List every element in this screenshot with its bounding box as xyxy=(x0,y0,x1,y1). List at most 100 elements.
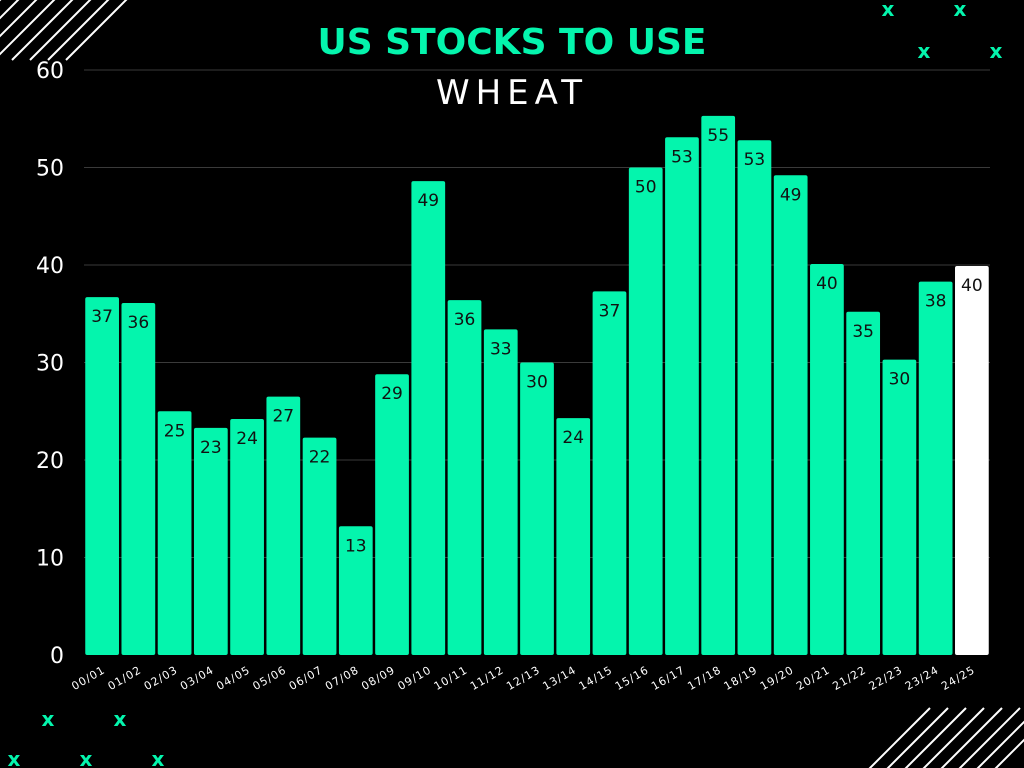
stripe-line xyxy=(11,0,74,61)
stripe-line xyxy=(0,0,38,38)
x-mark-icon: x xyxy=(954,0,967,21)
bar xyxy=(556,418,591,655)
x-tick-label: 22/23 xyxy=(867,663,905,693)
x-tick-label: 02/03 xyxy=(142,663,180,693)
data-label: 40 xyxy=(816,274,838,294)
data-label: 30 xyxy=(526,373,548,393)
x-tick-label: 15/16 xyxy=(613,663,651,693)
data-label: 23 xyxy=(200,438,222,458)
bar xyxy=(338,526,373,655)
x-tick-label: 13/14 xyxy=(540,663,578,693)
data-label: 49 xyxy=(780,185,802,205)
bar xyxy=(918,281,953,655)
data-label: 36 xyxy=(454,310,476,330)
x-tick-label: 20/21 xyxy=(794,663,832,693)
y-tick-label: 40 xyxy=(36,254,64,279)
x-tick-label: 24/25 xyxy=(939,663,977,693)
bar xyxy=(701,115,736,655)
data-labels-group: 37 36 25 23 24 27 22 13 29 49 36 33 30 24 37 50 53 55 53 49… xyxy=(91,126,982,556)
x-tick-label: 21/22 xyxy=(830,663,868,693)
data-label: 35 xyxy=(852,322,874,342)
data-label: 22 xyxy=(309,448,331,468)
x-mark-icon: x xyxy=(918,39,931,63)
bar xyxy=(157,411,192,655)
y-tick-label: 10 xyxy=(36,547,64,572)
bar xyxy=(266,396,301,655)
bar xyxy=(628,167,663,655)
data-label: 29 xyxy=(381,384,403,404)
data-label: 53 xyxy=(744,150,766,170)
y-tick-label: 60 xyxy=(36,59,64,84)
data-label: 27 xyxy=(272,407,294,427)
stripe-line xyxy=(0,0,56,56)
x-tick-label: 18/19 xyxy=(722,663,760,693)
bar xyxy=(447,300,482,655)
stripe-line xyxy=(47,0,110,61)
bar xyxy=(411,181,446,655)
bar xyxy=(665,137,699,655)
x-mark-icon: x xyxy=(882,0,895,21)
stripe-line xyxy=(976,720,1024,768)
data-label: 24 xyxy=(562,428,584,448)
x-marks-decoration: x xx xx xx x x xyxy=(8,0,1003,768)
data-label: 53 xyxy=(671,147,693,167)
x-mark-icon: x xyxy=(80,747,93,768)
bar xyxy=(302,437,337,655)
stripe-line xyxy=(29,0,92,61)
x-tick-label: 08/09 xyxy=(359,663,397,693)
x-tick-label: 10/11 xyxy=(432,663,470,693)
x-mark-icon: x xyxy=(152,747,165,768)
bar xyxy=(483,329,518,655)
data-label: 38 xyxy=(925,292,947,312)
data-label: 55 xyxy=(707,126,729,146)
x-mark-icon: x xyxy=(114,707,127,731)
bar xyxy=(230,419,264,655)
x-tick-label: 09/10 xyxy=(395,663,433,693)
bars-group xyxy=(85,115,989,656)
x-tick-label: 04/05 xyxy=(214,663,252,693)
bar xyxy=(592,291,627,655)
data-label: 40 xyxy=(961,276,983,296)
x-tick-label: 12/13 xyxy=(504,663,542,693)
x-tick-label: 06/07 xyxy=(287,663,325,693)
bar xyxy=(737,140,772,655)
data-label: 24 xyxy=(236,429,258,449)
x-tick-label: 17/18 xyxy=(685,663,723,693)
bar xyxy=(955,265,989,655)
bar xyxy=(810,264,844,655)
stripe-line xyxy=(958,707,1021,768)
data-label: 36 xyxy=(128,313,150,333)
y-tick-label: 20 xyxy=(36,449,64,474)
y-tick-label: 50 xyxy=(36,157,64,182)
x-tick-label: 19/20 xyxy=(758,663,796,693)
bar xyxy=(520,362,554,655)
y-tick-label: 30 xyxy=(36,352,64,377)
bar xyxy=(846,311,881,655)
x-tick-label: 07/08 xyxy=(323,663,361,693)
bar xyxy=(375,374,409,655)
stripe-line xyxy=(886,707,949,768)
data-label: 37 xyxy=(599,301,621,321)
chart-title: US STOCKS TO USE xyxy=(317,22,706,63)
bar xyxy=(193,427,228,655)
data-label: 37 xyxy=(91,307,113,327)
chart-subtitle: WHEAT xyxy=(436,73,588,113)
x-mark-icon: x xyxy=(990,39,1003,63)
x-tick-label: 11/12 xyxy=(468,663,506,693)
x-tick-label: 05/06 xyxy=(251,663,289,693)
x-tick-label: 14/15 xyxy=(577,663,615,693)
data-label: 13 xyxy=(345,536,367,556)
stripe-line xyxy=(65,0,128,61)
bar xyxy=(773,175,808,656)
data-label: 30 xyxy=(889,370,911,390)
data-label: 49 xyxy=(417,191,439,211)
data-label: 33 xyxy=(490,339,512,359)
stripe-line xyxy=(0,0,20,20)
stripe-line xyxy=(904,707,967,768)
x-axis-tick-labels: 00/0101/0202/0303/0404/0505/0606/0707/08… xyxy=(69,663,977,693)
y-tick-label: 0 xyxy=(50,644,64,669)
stripe-line xyxy=(922,707,985,768)
data-label: 25 xyxy=(164,421,186,441)
